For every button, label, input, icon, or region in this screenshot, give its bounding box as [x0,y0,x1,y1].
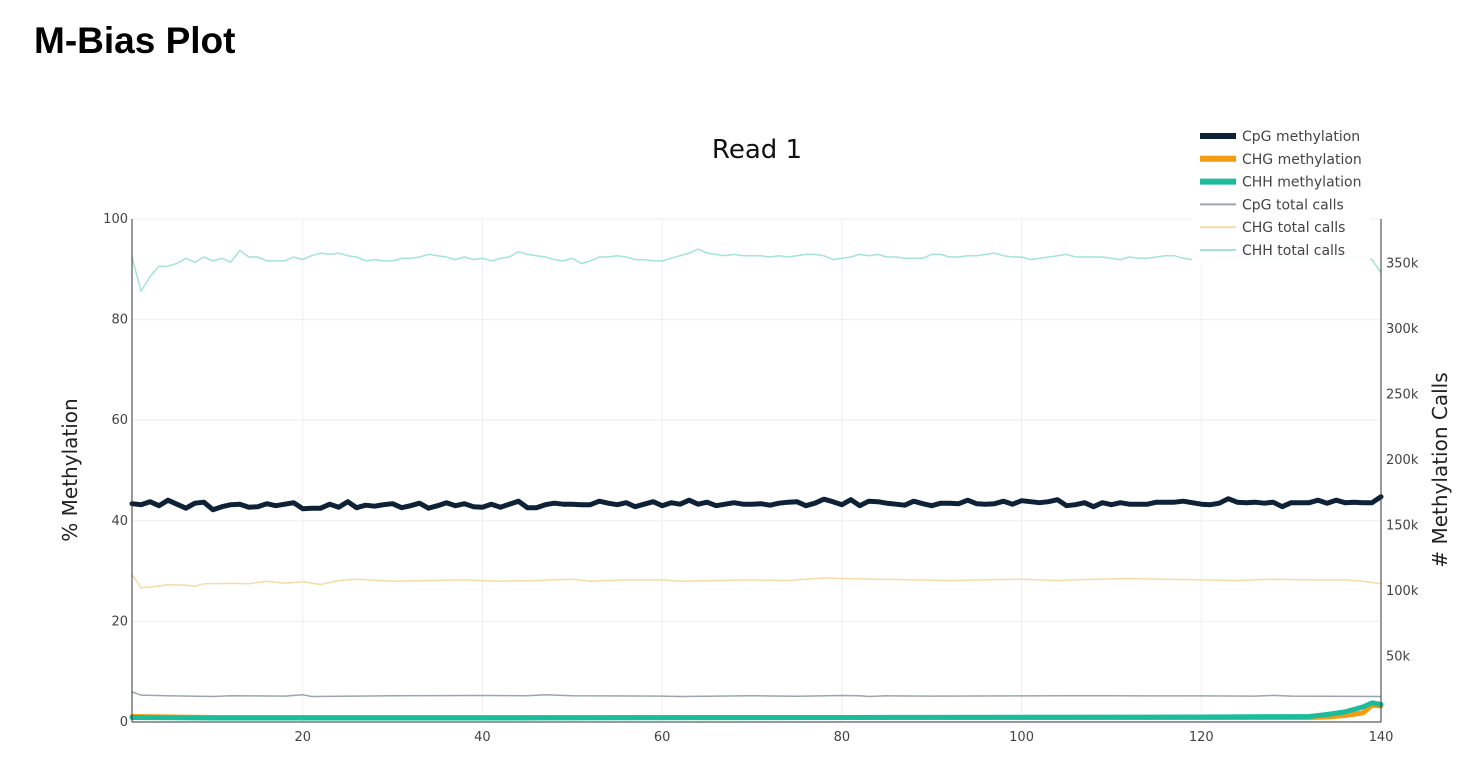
x-tick-label: 20 [294,730,311,745]
legend: CpG methylation CHG methylation CHH methyl… [1192,124,1370,264]
y-tick-label: 60 [111,413,128,428]
legend-label-cpg-total-calls: CpG total calls [1242,197,1344,213]
legend-background [1192,124,1370,264]
x-tick-label: 80 [834,730,851,745]
y2-tick-label: 100k [1386,584,1419,599]
y-tick-label: 100 [103,212,128,227]
series-line-cpg-methylation [129,494,1384,513]
y2-tick-label: 50k [1386,650,1411,665]
y-tick-label: 20 [111,614,128,629]
y-tick-label: 80 [111,313,128,328]
y2-tick-label: 300k [1386,322,1419,337]
x-tick-label: 100 [1009,730,1034,745]
y2-axis-title: # Methylation Calls [1428,372,1452,567]
x-tick-label: 140 [1369,730,1394,745]
series-line-cpg-total-calls [131,691,1382,698]
page-title: M-Bias Plot [34,20,236,61]
series-layer [129,248,1384,721]
axes: 20 40 60 80 100 120 140 0 20 40 60 80 100 50k 100k 150k… [103,212,1419,745]
y2-tick-label: 350k [1386,257,1419,272]
chart-title: Read 1 [712,135,802,165]
y-axis-title: % Methylation [58,398,82,541]
y2-tick-label: 200k [1386,453,1419,468]
y2-tick-label: 250k [1386,388,1419,403]
series-line-chg-total-calls [131,573,1382,589]
x-tick-label: 40 [474,730,491,745]
series-line-chh-methylation [129,700,1384,721]
legend-label-chh-total-calls: CHH total calls [1242,243,1345,259]
y-tick-label: 40 [111,514,128,529]
legend-label-chg-total-calls: CHG total calls [1242,220,1345,236]
legend-label-chg-methylation: CHG methylation [1242,152,1362,168]
series-line-chh-total-calls [131,248,1382,292]
grid-lines [132,218,1382,722]
x-tick-label: 120 [1189,730,1214,745]
y-tick-label: 0 [120,715,128,730]
x-tick-label: 60 [654,730,671,745]
y2-tick-label: 150k [1386,519,1419,534]
legend-label-chh-methylation: CHH methylation [1242,175,1361,191]
legend-label-cpg-methylation: CpG methylation [1242,129,1360,145]
